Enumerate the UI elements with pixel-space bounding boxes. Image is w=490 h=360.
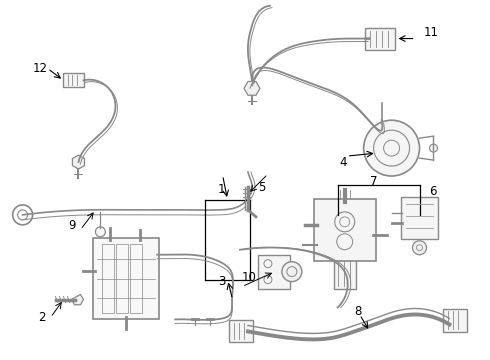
Circle shape [96,227,105,237]
Text: 6: 6 [429,185,437,198]
Text: 5: 5 [258,181,266,194]
Text: 11: 11 [423,26,439,39]
Text: 2: 2 [39,311,46,324]
Text: 9: 9 [69,219,76,232]
Text: 12: 12 [33,62,48,75]
Text: 4: 4 [340,156,347,168]
Text: 8: 8 [355,305,362,318]
Text: 1: 1 [218,184,225,197]
Polygon shape [244,81,260,95]
Text: 7: 7 [369,175,377,189]
FancyBboxPatch shape [63,73,84,87]
FancyBboxPatch shape [229,320,253,342]
FancyBboxPatch shape [365,28,394,50]
Polygon shape [72,294,83,305]
FancyBboxPatch shape [443,309,467,332]
FancyBboxPatch shape [258,255,290,289]
FancyBboxPatch shape [334,257,356,289]
Circle shape [429,144,438,152]
Text: 10: 10 [242,271,257,284]
Text: 3: 3 [218,275,225,288]
FancyBboxPatch shape [400,197,439,239]
Circle shape [282,262,302,282]
FancyBboxPatch shape [94,238,159,319]
Circle shape [364,120,419,176]
Polygon shape [73,155,84,169]
FancyBboxPatch shape [314,199,376,261]
Circle shape [413,241,426,255]
